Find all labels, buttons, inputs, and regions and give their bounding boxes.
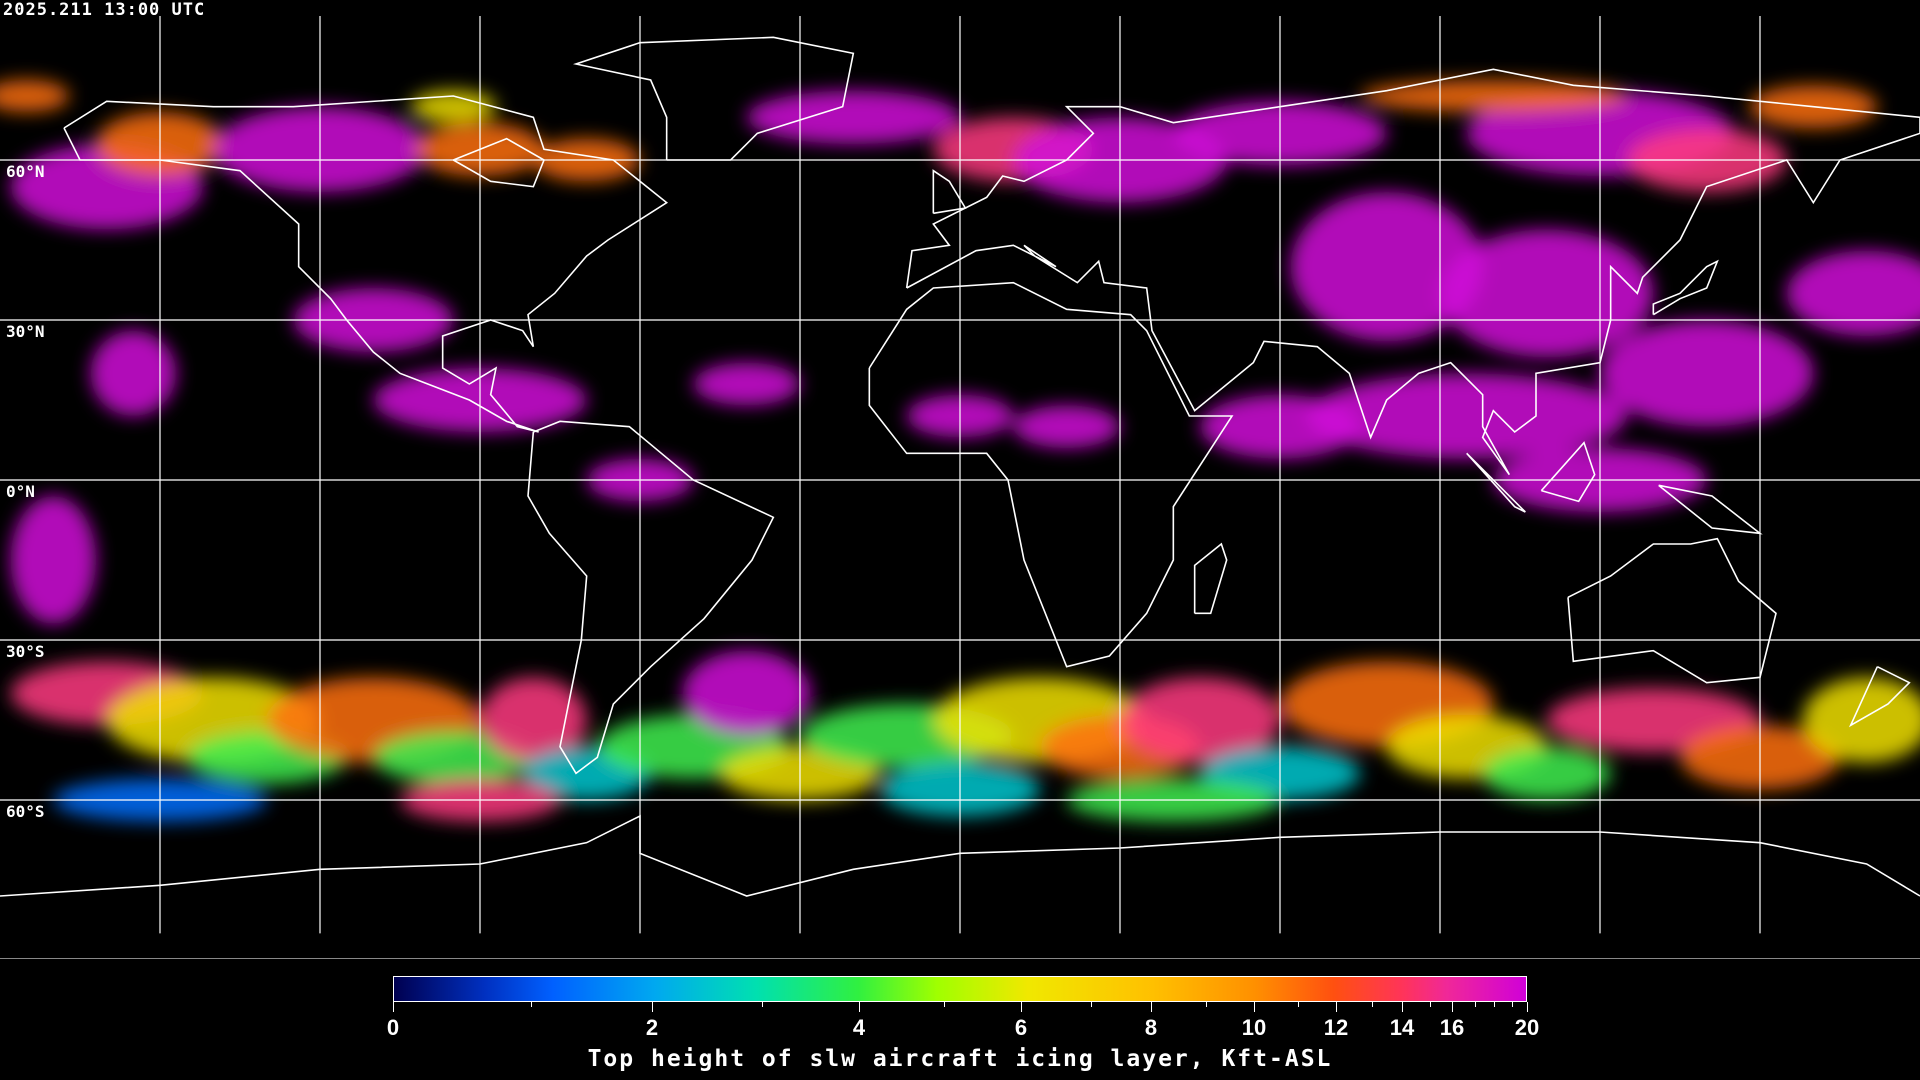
colorbar-minor-tick — [1091, 1002, 1092, 1007]
colorbar-minor-tick — [1494, 1002, 1495, 1007]
colorbar-tick-label: 12 — [1323, 1015, 1349, 1040]
icing-cloud-region — [1482, 746, 1611, 800]
colorbar-major-tick — [393, 1002, 394, 1012]
coastline-antarctica — [0, 814, 1920, 897]
icing-cloud-region — [682, 650, 811, 736]
colorbar-minor-tick — [944, 1002, 945, 1007]
coastline-australia — [1567, 537, 1777, 684]
colorbar — [393, 976, 1527, 1002]
icing-cloud-region — [1360, 80, 1627, 112]
colorbar-minor-tick — [1430, 1002, 1431, 1007]
lat-label-30n: 30°N — [6, 322, 45, 341]
colorbar-minor-tick — [1206, 1002, 1207, 1007]
coastline-britain — [932, 169, 967, 215]
coastline-south-america — [527, 420, 775, 775]
timestamp: 2025.211 13:00 UTC — [3, 0, 206, 20]
colorbar-major-tick — [1254, 1002, 1255, 1012]
colorbar-tick-label: 10 — [1241, 1015, 1267, 1040]
colorbar-tick-label: 20 — [1514, 1015, 1540, 1040]
colorbar-tick-label: 14 — [1389, 1015, 1415, 1040]
colorbar-tick-label: 4 — [852, 1015, 866, 1040]
colorbar-minor-tick — [1475, 1002, 1476, 1007]
icing-map — [0, 16, 1920, 934]
colorbar-tick-label: 16 — [1439, 1015, 1465, 1040]
icing-cloud-region — [746, 90, 960, 144]
coastline-new-zealand — [1848, 665, 1911, 728]
coastline-hudson-bay — [452, 137, 546, 188]
colorbar-tick-label: 2 — [645, 1015, 659, 1040]
map-border — [0, 958, 1920, 959]
colorbar-major-tick — [652, 1002, 653, 1012]
lat-label-60s: 60°S — [6, 802, 45, 821]
icing-cloud-region — [1306, 373, 1627, 459]
coastline-africa — [868, 281, 1234, 668]
coastlines — [0, 36, 1920, 897]
colorbar-major-tick — [1452, 1002, 1453, 1012]
icing-cloud-region — [1120, 677, 1280, 763]
coastline-japan — [1652, 259, 1719, 316]
colorbar-tick-label: 6 — [1014, 1015, 1028, 1040]
lat-label-0: 0°N — [6, 482, 35, 501]
icing-cloud-region — [0, 80, 70, 112]
colorbar-title: Top height of slw aircraft icing layer, … — [587, 1046, 1333, 1072]
lat-lon-grid — [0, 16, 1920, 934]
coastline-madagascar — [1193, 542, 1228, 615]
coastline-eurasia — [905, 68, 1920, 476]
colorbar-minor-tick — [1372, 1002, 1373, 1007]
colorbar-major-tick — [1336, 1002, 1337, 1012]
colorbar-minor-tick — [762, 1002, 763, 1007]
icing-cloud-region — [10, 496, 96, 624]
colorbar-minor-tick — [1512, 1002, 1513, 1007]
colorbar-tick-label: 0 — [386, 1015, 400, 1040]
icing-cloud-region — [1013, 405, 1120, 448]
icing-cloud-region — [1600, 320, 1814, 427]
colorbar-tick-label: 8 — [1144, 1015, 1158, 1040]
icing-cloud-region — [479, 677, 587, 763]
icing-cloud-region — [693, 362, 801, 406]
colorbar-minor-tick — [531, 1002, 532, 1007]
icing-cloud-region — [90, 330, 176, 417]
coastline-greenland — [572, 36, 855, 161]
icing-cloud-region — [1290, 192, 1483, 342]
colorbar-major-tick — [1402, 1002, 1403, 1012]
lat-label-60n: 60°N — [6, 162, 45, 181]
coastline-borneo — [1540, 441, 1596, 503]
icing-cloud-region — [1440, 229, 1654, 358]
lat-label-30s: 30°S — [6, 642, 45, 661]
colorbar-major-tick — [1151, 1002, 1152, 1012]
colorbar-minor-tick — [1298, 1002, 1299, 1007]
icing-cloud-region — [410, 90, 497, 123]
colorbar-major-tick — [1527, 1002, 1528, 1012]
icing-cloud-region — [1786, 250, 1920, 336]
colorbar-major-tick — [859, 1002, 860, 1012]
colorbar-major-tick — [1021, 1002, 1022, 1012]
